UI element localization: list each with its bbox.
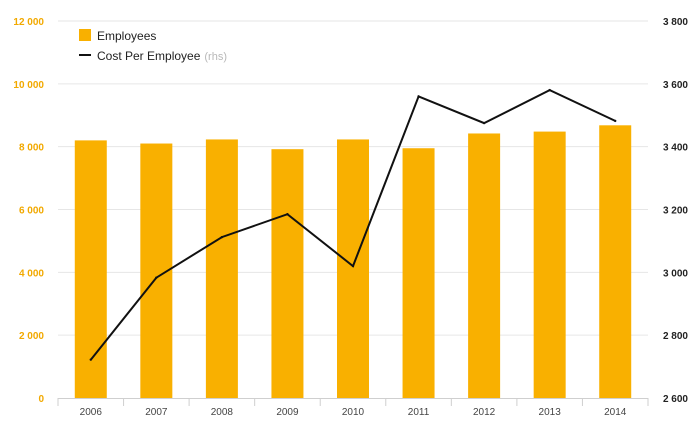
- x-tick-label-2008: 2008: [211, 407, 234, 418]
- legend-label-rhs-suffix: (rhs): [204, 51, 227, 63]
- x-tick-label-2014: 2014: [604, 407, 627, 418]
- point-cost-per-employee-2006: [89, 358, 92, 361]
- legend: Employees Cost Per Employee (rhs): [79, 29, 227, 63]
- x-tick-label-2010: 2010: [342, 407, 365, 418]
- bar-employees-2008: [205, 139, 238, 398]
- line-series-cost-per-employee: [89, 88, 617, 361]
- bar-employees-2012: [468, 133, 501, 398]
- legend-swatch-employees: [79, 29, 91, 41]
- point-cost-per-employee-2009: [286, 213, 289, 216]
- point-cost-per-employee-2014: [614, 119, 617, 123]
- bar-employees-2010: [337, 139, 369, 398]
- y-right-tick-label-2600: 2 600: [663, 394, 688, 405]
- bar-employees-2013: [533, 131, 566, 398]
- y-right-tick-label-3000: 3 000: [663, 268, 688, 279]
- point-cost-per-employee-2011: [417, 95, 420, 98]
- point-cost-per-employee-2013: [548, 88, 551, 92]
- y-right-tick-label-3800: 3 800: [663, 17, 688, 28]
- legend-label-cost-per-employee-name: Cost Per Employee: [97, 49, 201, 63]
- y-left-tick-label-2000: 2 000: [19, 331, 44, 342]
- x-tick-label-2006: 2006: [80, 407, 103, 418]
- legend-label-employees: Employees: [97, 29, 156, 43]
- legend-label-cost-per-employee: Cost Per Employee (rhs): [97, 49, 227, 63]
- y-axis-right: 2 600 2 800 3 000 3 200 3 400 3 600 3 800: [663, 17, 688, 405]
- x-tick-label-2007: 2007: [145, 407, 168, 418]
- bar-employees-2014: [599, 125, 632, 398]
- bar-employees-2011: [402, 148, 435, 398]
- y-left-tick-label-4000: 4 000: [19, 268, 44, 279]
- y-right-tick-label-3600: 3 600: [663, 80, 688, 91]
- y-left-tick-label-10000: 10 000: [13, 80, 44, 91]
- y-left-tick-label-8000: 8 000: [19, 143, 44, 154]
- bar-series-employees: [74, 125, 632, 398]
- y-left-tick-label-12000: 12 000: [13, 17, 44, 28]
- point-cost-per-employee-2012: [482, 121, 486, 125]
- x-tick-label-2013: 2013: [539, 407, 562, 418]
- point-cost-per-employee-2010: [351, 264, 355, 268]
- y-left-tick-label-6000: 6 000: [19, 206, 44, 217]
- y-right-tick-label-3400: 3 400: [663, 143, 688, 154]
- point-cost-per-employee-2008: [220, 235, 224, 239]
- x-tick-label-2012: 2012: [473, 407, 496, 418]
- point-cost-per-employee-2007: [155, 276, 158, 279]
- x-axis: 2006 2007 2008 2009 2010 2011 2012 2013 2014: [57, 398, 649, 418]
- x-tick-label-2011: 2011: [408, 407, 430, 418]
- bar-employees-2006: [74, 140, 107, 398]
- y-right-tick-label-3200: 3 200: [663, 206, 688, 217]
- bar-employees-2009: [271, 149, 304, 398]
- y-axis-left: 0 2 000 4 000 6 000 8 000 10 000 12 000: [13, 17, 44, 405]
- y-left-tick-label-0: 0: [38, 394, 44, 405]
- y-right-tick-label-2800: 2 800: [663, 331, 688, 342]
- x-tick-label-2009: 2009: [276, 407, 299, 418]
